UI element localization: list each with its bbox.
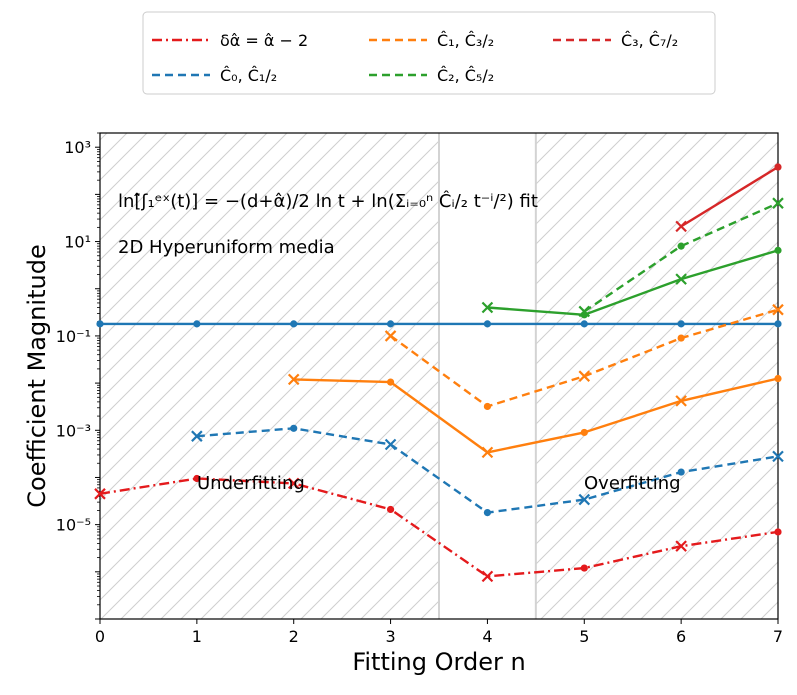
data-point-x-marker [384, 330, 397, 342]
data-point-x-marker [384, 438, 397, 451]
legend-label: Ĉ₂, Ĉ₅/₂ [437, 66, 494, 85]
y-tick-label: 10¹ [64, 233, 91, 252]
data-point-x-marker [191, 430, 203, 442]
y-tick-label: 10⁻⁵ [56, 516, 91, 535]
data-point-x-marker [675, 395, 687, 407]
y-tick-label: 10⁻³ [56, 421, 91, 440]
data-point-dot-marker [96, 320, 104, 328]
x-axis-label: Fitting Order n [352, 648, 525, 676]
x-tick-label: 2 [289, 627, 299, 646]
legend-label: Ĉ₁, Ĉ₃/₂ [437, 31, 494, 50]
data-point-dot-marker [774, 528, 782, 536]
region-underfitting [100, 133, 439, 619]
series-line-delta-alpha [100, 477, 778, 578]
x-axis-ticks: 0 1 2 3 4 5 6 7 [95, 619, 783, 646]
fitting-regions [100, 133, 778, 619]
data-point-dot-marker [677, 334, 685, 342]
y-tick-label: 10³ [64, 138, 91, 157]
data-point-dot-marker [580, 564, 588, 572]
data-point-x-marker [675, 273, 687, 285]
series-line-c3 [680, 165, 778, 228]
data-point-dot-marker [677, 468, 685, 476]
data-point-x-marker [578, 305, 591, 318]
data-point-dot-marker [483, 320, 492, 328]
data-point-x-marker [481, 446, 494, 459]
legend-frame [142, 11, 716, 95]
y-axis-ticks: 10⁻⁵ 10⁻³ 10⁻¹ 10¹ 10³ [56, 132, 100, 620]
data-point-dot-marker [386, 505, 395, 514]
data-point-dot-marker [580, 320, 588, 328]
series-line-c1 [293, 377, 778, 454]
data-point-x-marker [481, 570, 494, 583]
x-tick-label: 6 [676, 627, 686, 646]
data-point-dot-marker [386, 378, 395, 386]
formula-annotation: ln[̂ʃ₁ᵉˣ(t)] = −(d+α̂)/2 ln t + ln(Σᵢ₌₀ⁿ… [118, 190, 538, 212]
data-point-x-marker [578, 370, 591, 382]
data-point-x-marker [578, 493, 591, 506]
data-point-dot-marker [774, 163, 782, 171]
data-point-dot-marker [193, 320, 201, 328]
x-tick-label: 1 [192, 627, 202, 646]
data-point-dot-marker [774, 374, 782, 383]
data-point-dot-marker [580, 428, 588, 437]
data-point-dot-marker [774, 246, 782, 254]
data-point-x-marker [772, 197, 784, 209]
data-point-x-marker [481, 301, 494, 314]
overfitting-label: Overfitting [584, 473, 681, 494]
x-tick-label: 7 [773, 627, 783, 646]
data-point-dot-marker [677, 242, 685, 250]
series-line-c5-2 [583, 202, 778, 313]
data-point-dot-marker [193, 474, 201, 483]
data-point-x-marker [675, 220, 687, 233]
data-point-dot-marker [774, 320, 782, 328]
y-tick-label: 10⁻¹ [56, 327, 91, 346]
data-point-dot-marker [483, 402, 492, 411]
data-point-dot-marker [386, 320, 395, 328]
legend-label: Ĉ₃, Ĉ₇/₂ [621, 31, 678, 50]
legend-label: δα̂ = α̂ − 2 [220, 31, 308, 50]
x-tick-label: 4 [482, 627, 492, 646]
x-tick-label: 3 [385, 627, 395, 646]
data-point-dot-marker [677, 320, 685, 328]
media-annotation: 2D Hyperuniform media [118, 237, 335, 258]
data-point-x-marker [287, 373, 300, 386]
x-tick-label: 5 [579, 627, 589, 646]
data-point-x-marker [675, 540, 687, 552]
data-point-dot-marker [290, 424, 298, 432]
series-line-c2 [487, 249, 778, 316]
data-point-x-marker [772, 303, 784, 316]
data-point-x-marker [287, 477, 300, 490]
region-overfitting [535, 133, 778, 619]
data-point-x-marker [772, 450, 784, 463]
x-tick-label: 0 [95, 627, 105, 646]
data-point-dot-marker [290, 320, 298, 328]
data-point-dot-marker [483, 508, 492, 517]
markers-layer [94, 163, 784, 583]
underfitting-label: Underfitting [197, 473, 305, 494]
legend: δα̂ = α̂ − 2 Ĉ₁, Ĉ₃/₂ Ĉ₃, Ĉ₇/₂ Ĉ₀, Ĉ₁/₂ Ĉ₂, … [142, 11, 716, 95]
y-axis-label: Coefficient Magnitude [23, 244, 51, 507]
data-point-x-marker [94, 488, 106, 500]
legend-label: Ĉ₀, Ĉ₁/₂ [220, 66, 277, 85]
